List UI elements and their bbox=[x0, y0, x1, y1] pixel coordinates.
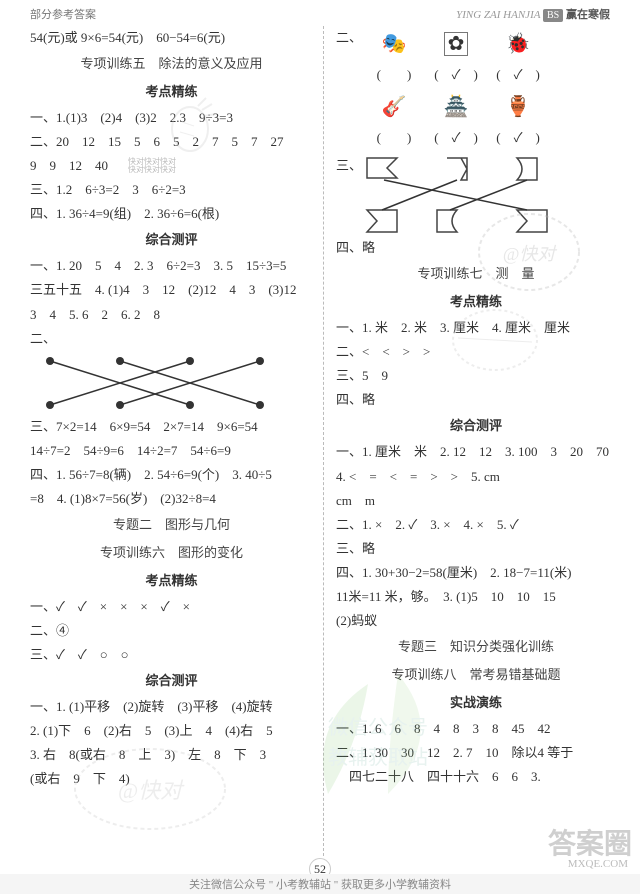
matching-section-3: 三、 bbox=[336, 154, 616, 236]
text-line: 二、 bbox=[30, 327, 313, 351]
flower-icon: ✿( ✓ ) bbox=[434, 26, 478, 87]
label-two: 二、 bbox=[336, 26, 362, 50]
shape-match-diagram bbox=[362, 156, 592, 234]
section-title: 专项训练七 测 量 bbox=[336, 260, 616, 288]
label-three: 三、 bbox=[336, 154, 362, 178]
section-subtitle: 综合测评 bbox=[336, 412, 616, 440]
section-subtitle: 综合测评 bbox=[30, 667, 313, 695]
text-line: 三五十五 4. (1)4 3 12 (2)12 4 3 (3)12 bbox=[30, 278, 313, 302]
text-line: 三、7×2=14 6×9=54 2×7=14 9×6=54 bbox=[30, 415, 313, 439]
text-line: 三、略 bbox=[336, 537, 616, 561]
text-line: =8 4. (1)8×7=56(岁) (2)32÷8=4 bbox=[30, 487, 313, 511]
text-line: (2)蚂蚁 bbox=[336, 609, 616, 633]
section-subtitle: 综合测评 bbox=[30, 226, 313, 254]
text-line: 一、1. 6 6 8 4 8 3 8 45 42 bbox=[336, 717, 616, 741]
text-line: 二、1. × 2. ✓ 3. × 4. × 5. ✓ bbox=[336, 513, 616, 537]
right-column: 二、 🎭( ) ✿( ✓ ) 🐞( ✓ ) 🎸( ) 🏯( ✓ ) 🏺( ✓ )… bbox=[323, 26, 616, 856]
text-line: 四、1. 30+30−2=58(厘米) 2. 18−7=11(米) bbox=[336, 561, 616, 585]
section-title: 专题二 图形与几何 bbox=[30, 511, 313, 539]
text-line: 一、1.(1)3 (2)4 (3)2 2.3 9÷3=3 bbox=[30, 106, 313, 130]
text-line: 9 9 12 40 快对快对快对 快对快对快对 bbox=[30, 154, 313, 178]
text-line: 一、1. 米 2. 米 3. 厘米 4. 厘米 厘米 bbox=[336, 316, 616, 340]
text-line: 四、1. 56÷7=8(辆) 2. 54÷6=9(个) 3. 40÷5 bbox=[30, 463, 313, 487]
mask-icon: 🎭( ) bbox=[372, 26, 416, 87]
text-line: 二、< < > > bbox=[336, 340, 616, 364]
text-line: 二、20 12 15 5 6 5 2 7 5 7 27 bbox=[30, 130, 313, 154]
text-line: 一、1. (1)平移 (2)旋转 (3)平移 (4)旋转 bbox=[30, 695, 313, 719]
section-subtitle: 考点精练 bbox=[30, 78, 313, 106]
palace-icon: 🏯( ✓ ) bbox=[434, 89, 478, 150]
text-line: cm m bbox=[336, 489, 616, 513]
watermark-big: 答案圈 bbox=[548, 822, 632, 862]
text-line: 2. (1)下 6 (2)右 5 (3)上 4 (4)右 5 bbox=[30, 719, 313, 743]
text-line: (或右 9 下 4) bbox=[30, 767, 313, 791]
text-line: 四七二十八 四十十六 6 6 3. bbox=[336, 765, 616, 789]
text-line: 四、1. 36÷4=9(组) 2. 36÷6=6(根) bbox=[30, 202, 313, 226]
header-left: 部分参考答案 bbox=[30, 6, 96, 22]
text-line: 二、④ bbox=[30, 619, 313, 643]
text-line: 四、略 bbox=[336, 236, 616, 260]
text-line: 二、1. 30 30 12 2. 7 10 除以4 等于 bbox=[336, 741, 616, 765]
text-line: 3 4 5. 6 2 6. 2 8 bbox=[30, 303, 313, 327]
text-line: 3. 右 8(或右 8 上 3) 左 8 下 3 bbox=[30, 743, 313, 767]
cross-diagram bbox=[30, 353, 290, 413]
section-title: 专项训练五 除法的意义及应用 bbox=[30, 50, 313, 78]
section-subtitle: 实战演练 bbox=[336, 689, 616, 717]
section-subtitle: 考点精练 bbox=[336, 288, 616, 316]
text-line: 一、✓ ✓ × × × ✓ × bbox=[30, 595, 313, 619]
icon-section-2: 二、 🎭( ) ✿( ✓ ) 🐞( ✓ ) 🎸( ) 🏯( ✓ ) 🏺( ✓ ) bbox=[336, 26, 616, 150]
text-line: 三、5 9 bbox=[336, 364, 616, 388]
text-line: 一、1. 厘米 米 2. 12 12 3. 100 3 20 70 bbox=[336, 440, 616, 464]
section-title: 专题三 知识分类强化训练 bbox=[336, 633, 616, 661]
text-line: 54(元)或 9×6=54(元) 60−54=6(元) bbox=[30, 26, 313, 50]
bottom-note: 关注微信公众号 " 小考教辅站 " 获取更多小学教辅资料 bbox=[0, 874, 640, 894]
text-line: 三、✓ ✓ ○ ○ bbox=[30, 643, 313, 667]
text-line: 4. < = < = > > 5. cm bbox=[336, 465, 616, 489]
page-header: 部分参考答案 YING ZAI HANJIA BS 赢在寒假 bbox=[0, 0, 640, 26]
section-title: 专项训练六 图形的变化 bbox=[30, 539, 313, 567]
left-column: 54(元)或 9×6=54(元) 60−54=6(元) 专项训练五 除法的意义及… bbox=[30, 26, 323, 856]
watermark-small: MXQE.COM bbox=[568, 858, 628, 870]
main-content: 54(元)或 9×6=54(元) 60−54=6(元) 专项训练五 除法的意义及… bbox=[0, 26, 640, 856]
vase-icon: 🏺( ✓ ) bbox=[496, 89, 540, 150]
header-right: YING ZAI HANJIA BS 赢在寒假 bbox=[456, 6, 610, 22]
section-title: 专项训练八 常考易错基础题 bbox=[336, 661, 616, 689]
text-line: 11米=11 米，够。 3. (1)5 10 10 15 bbox=[336, 585, 616, 609]
section-subtitle: 考点精练 bbox=[30, 567, 313, 595]
guitar-icon: 🎸( ) bbox=[372, 89, 416, 150]
watermark-tiny: 快对快对快对 快对快对快对 bbox=[128, 158, 176, 174]
text-line: 三、1.2 6÷3=2 3 6÷2=3 bbox=[30, 178, 313, 202]
text-line: 14÷7=2 54÷9=6 14÷2=7 54÷6=9 bbox=[30, 439, 313, 463]
text-line: 一、1. 20 5 4 2. 3 6÷2=3 3. 5 15÷3=5 bbox=[30, 254, 313, 278]
text-line: 四、略 bbox=[336, 388, 616, 412]
beetle-icon: 🐞( ✓ ) bbox=[496, 26, 540, 87]
